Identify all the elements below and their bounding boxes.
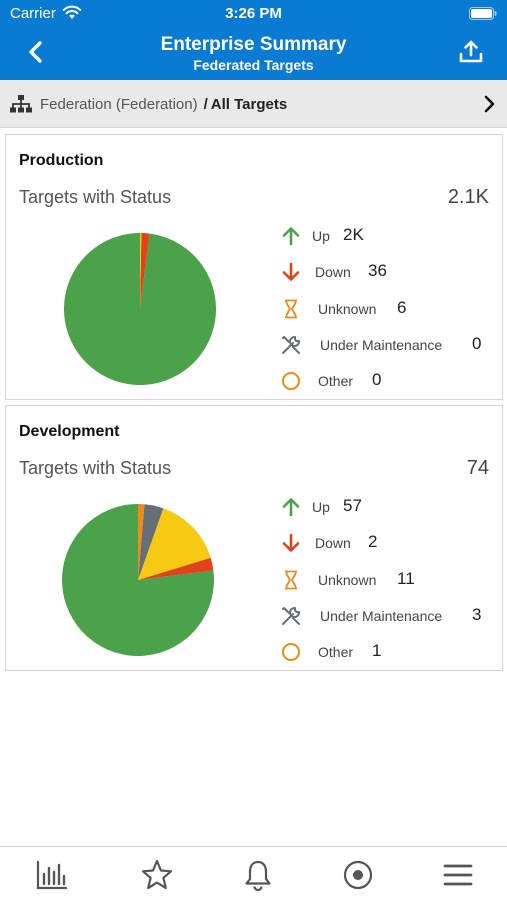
bell-icon bbox=[245, 860, 271, 892]
circle-outline-icon bbox=[280, 370, 302, 392]
status-bar: Carrier 3:26 PM bbox=[0, 0, 507, 28]
hourglass-icon bbox=[280, 569, 302, 591]
carrier-label: Carrier bbox=[10, 5, 56, 22]
pie-slice-up[interactable] bbox=[63, 233, 216, 385]
tab-alerts[interactable] bbox=[241, 858, 275, 892]
upload-icon bbox=[459, 40, 483, 63]
legend-label: Down bbox=[315, 264, 351, 280]
wrench-icon bbox=[280, 605, 302, 627]
tab-favorites[interactable] bbox=[140, 858, 174, 892]
clock: 3:26 PM bbox=[225, 5, 282, 22]
legend-value: 3 bbox=[472, 605, 482, 624]
chevron-right-icon[interactable] bbox=[481, 95, 497, 113]
hourglass-icon bbox=[280, 298, 302, 320]
legend-value: 11 bbox=[397, 569, 415, 588]
pie-slice-down[interactable] bbox=[138, 557, 214, 580]
production-pie-chart[interactable] bbox=[62, 231, 218, 387]
pie-slice-under-maintenance[interactable] bbox=[138, 504, 164, 580]
pie-slice-unknown[interactable] bbox=[140, 232, 142, 309]
legend-value: 1 bbox=[372, 641, 382, 660]
legend-label: Up bbox=[312, 228, 330, 244]
hierarchy-icon bbox=[10, 95, 32, 113]
card-label: Targets with Status bbox=[19, 187, 172, 207]
wifi-icon bbox=[62, 5, 82, 19]
legend-label: Unknown bbox=[318, 572, 377, 588]
back-button[interactable] bbox=[22, 38, 50, 66]
development-card[interactable]: Development Targets with Status 74 Up 57… bbox=[5, 405, 503, 671]
card-title: Production bbox=[19, 152, 104, 169]
arrow-up-icon bbox=[280, 496, 302, 518]
tab-targets[interactable] bbox=[341, 858, 375, 892]
card-total: 74 bbox=[466, 457, 489, 479]
breadcrumb-separator: / bbox=[203, 96, 208, 113]
legend-label: Up bbox=[312, 499, 330, 515]
legend-label: Unknown bbox=[318, 301, 377, 317]
card-total: 2.1K bbox=[447, 186, 489, 208]
target-icon bbox=[343, 860, 373, 890]
arrow-up-icon bbox=[280, 225, 302, 247]
pie-slice-down[interactable] bbox=[140, 233, 150, 309]
legend-label: Under Maintenance bbox=[320, 608, 443, 624]
arrow-down-icon bbox=[280, 261, 302, 283]
legend-value: 2K bbox=[343, 225, 364, 244]
menu-icon bbox=[443, 864, 473, 886]
tab-charts[interactable] bbox=[35, 858, 69, 892]
circle-outline-icon bbox=[280, 641, 302, 663]
breadcrumb-text: Federation (Federation) / All Targets bbox=[40, 96, 287, 113]
page-title: Enterprise Summary bbox=[160, 34, 347, 55]
legend-label: Under Maintenance bbox=[320, 337, 443, 353]
breadcrumb-parent[interactable]: Federation (Federation) bbox=[40, 96, 198, 113]
legend-value: 2 bbox=[368, 532, 378, 551]
share-button[interactable] bbox=[457, 38, 485, 66]
pie-slice-up[interactable] bbox=[61, 504, 214, 656]
app-header: Carrier 3:26 PM Enterprise Summary Feder… bbox=[0, 0, 507, 80]
legend-value: 36 bbox=[368, 261, 387, 280]
pie-slice-unknown[interactable] bbox=[138, 508, 211, 580]
tab-menu[interactable] bbox=[441, 858, 475, 892]
card-title: Development bbox=[19, 423, 120, 440]
legend-value: 0 bbox=[372, 370, 382, 389]
legend-value: 6 bbox=[397, 298, 407, 317]
star-icon bbox=[141, 859, 173, 890]
legend-value: 57 bbox=[343, 496, 362, 515]
page-subtitle: Federated Targets bbox=[193, 57, 314, 73]
wrench-icon bbox=[280, 334, 302, 356]
legend-label: Down bbox=[315, 535, 351, 551]
card-label: Targets with Status bbox=[19, 458, 172, 478]
legend-label: Other bbox=[318, 373, 354, 389]
chevron-left-icon bbox=[29, 41, 42, 63]
tab-bar bbox=[0, 846, 507, 900]
breadcrumb-current: All Targets bbox=[210, 96, 288, 113]
chart-icon bbox=[36, 860, 68, 890]
battery-icon bbox=[469, 7, 497, 20]
production-card[interactable]: Production Targets with Status 2.1K Up 2… bbox=[5, 134, 503, 400]
pie-slice-other[interactable] bbox=[138, 503, 145, 580]
legend-value: 0 bbox=[472, 334, 482, 353]
legend-label: Other bbox=[318, 644, 354, 660]
arrow-down-icon bbox=[280, 532, 302, 554]
breadcrumb[interactable]: Federation (Federation) / All Targets bbox=[0, 80, 507, 128]
development-pie-chart[interactable] bbox=[60, 502, 216, 658]
